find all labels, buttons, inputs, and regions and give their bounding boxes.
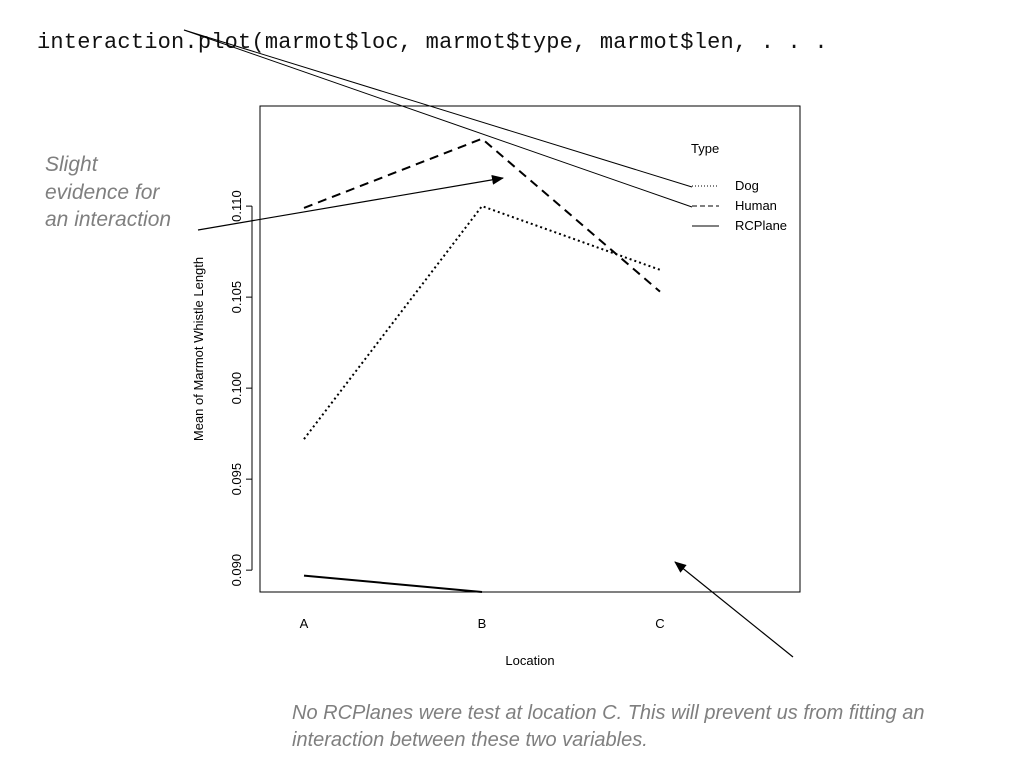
y-tick-label-4: 0.110	[229, 190, 244, 222]
y-tick-label-3: 0.105	[229, 281, 244, 314]
interaction-evidence-note: Slight evidence for an interaction	[45, 153, 172, 231]
y-tick-label-2: 0.100	[229, 372, 244, 405]
series-lines	[303, 137, 661, 593]
legend-label-dog: Dog	[735, 178, 759, 193]
callout-line-to-dog	[183, 29, 693, 188]
callout-line-to-human	[183, 29, 693, 208]
series-line-dog	[303, 204, 661, 440]
location-c-arrow	[674, 561, 794, 658]
legend: Dog Human RCPlane	[692, 178, 787, 233]
interaction-arrow	[197, 174, 504, 231]
r-code-line: interaction.plot(marmot$loc, marmot$type…	[37, 30, 828, 55]
x-axis-labels: A B C	[300, 616, 665, 631]
y-axis-label: Mean of Marmot Whistle Length	[191, 257, 206, 441]
x-tick-label-B: B	[478, 616, 487, 631]
x-tick-label-A: A	[300, 616, 309, 631]
legend-label-rcplane: RCPlane	[735, 218, 787, 233]
y-tick-label-0: 0.090	[229, 554, 244, 587]
plot-frame	[259, 105, 801, 593]
series-line-rcplane	[303, 574, 483, 593]
x-axis-label: Location	[505, 653, 554, 668]
missing-rcplane-note: No RCPlanes were test at location C. Thi…	[292, 702, 925, 751]
legend-label-human: Human	[735, 198, 777, 213]
y-axis-ticks: 0.090 0.095 0.100 0.105 0.110	[229, 190, 252, 586]
series-line-human	[303, 137, 661, 293]
x-tick-label-C: C	[655, 616, 664, 631]
y-tick-label-1: 0.095	[229, 463, 244, 496]
legend-title: Type	[691, 141, 719, 156]
